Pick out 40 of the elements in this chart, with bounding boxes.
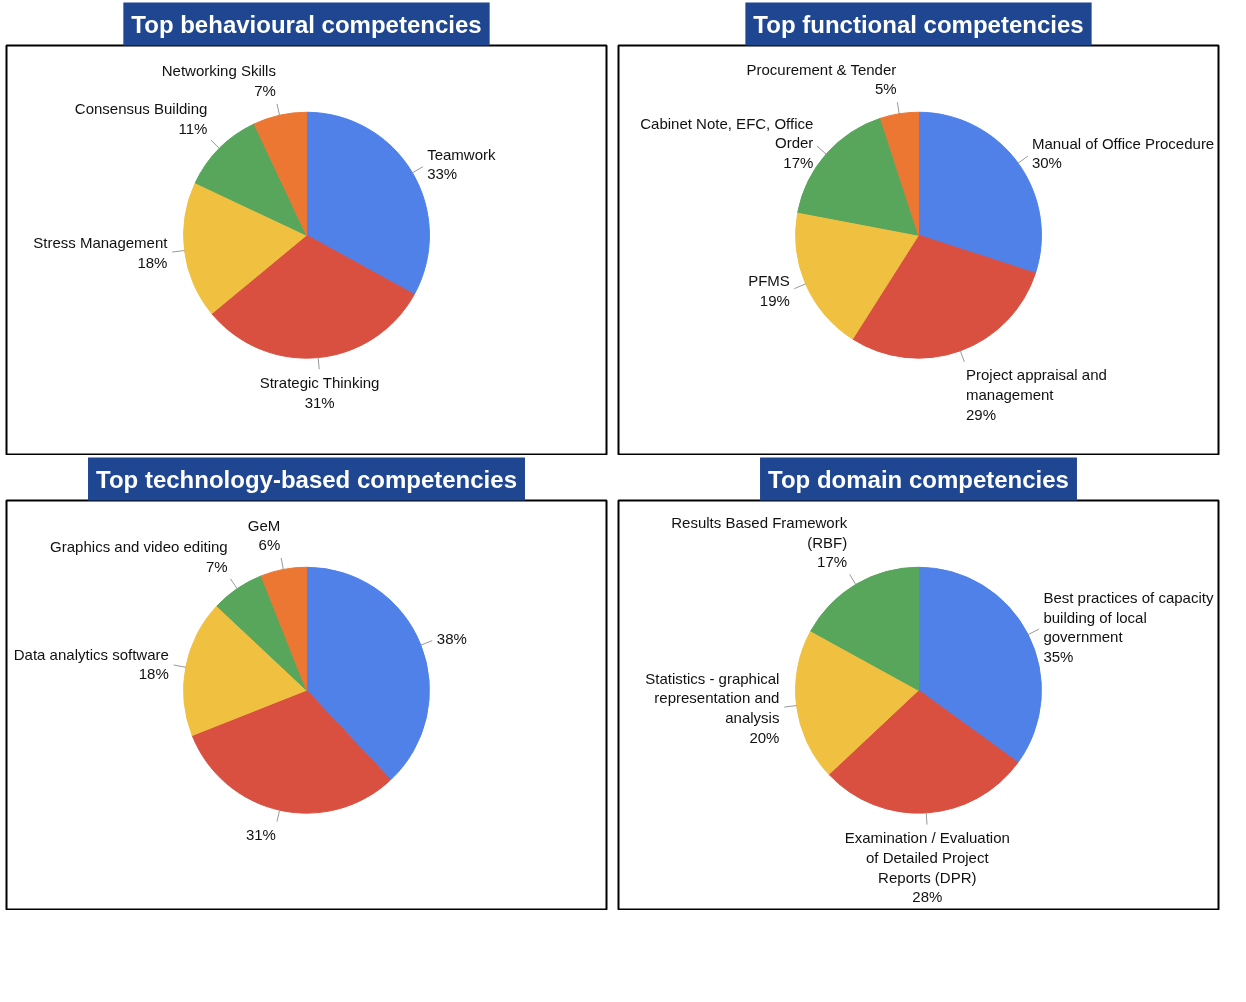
data-label: 33% <box>427 165 458 183</box>
data-label: 31% <box>245 826 276 844</box>
data-label: 19% <box>759 291 790 309</box>
chart-title: Top functional competencies <box>753 10 1084 38</box>
data-label: 30% <box>1031 154 1062 172</box>
slice-label: Project appraisal and management <box>965 366 1107 404</box>
slice-label: Strategic Thinking <box>259 374 380 392</box>
slice-label: Networking Skills <box>161 62 276 80</box>
slice-label: PFMS <box>748 272 790 290</box>
data-label: 20% <box>749 728 780 746</box>
data-label: 38% <box>436 630 467 648</box>
slice-label: Consensus Building <box>74 99 208 117</box>
slice-label: Statistics - graphical representation and analysis <box>645 669 780 726</box>
data-label: 7% <box>254 82 276 100</box>
slice-label: Results Based Framework (RBF) <box>671 514 848 551</box>
slice-label: Best practices of capacity building of local government <box>1043 589 1214 646</box>
data-label: 11% <box>178 119 208 137</box>
slice-label: Stress Management <box>33 234 169 252</box>
slice-label: Procurement & Tender <box>746 60 897 78</box>
data-label: 18% <box>137 253 168 271</box>
slice-label: GeM <box>247 516 281 534</box>
slice-label: Cabinet Note, EFC, Office Order <box>640 114 814 152</box>
data-label: 29% <box>965 405 997 423</box>
slice-label: Data analytics software <box>13 645 169 663</box>
data-label: 28% <box>912 888 943 906</box>
data-label: 6% <box>258 536 281 554</box>
data-label: 35% <box>1043 647 1074 665</box>
slice-label: Manual of Office Procedure <box>1031 134 1215 152</box>
data-label: 7% <box>206 557 228 575</box>
slice-label: Examination / Evaluation of Detailed Project Reports (DPR) <box>844 829 1010 886</box>
chart-title: Top technology-based competencies <box>96 465 517 493</box>
data-label: 31% <box>304 393 335 411</box>
chart-title: Top domain competencies <box>768 465 1069 493</box>
data-label: 18% <box>138 665 169 683</box>
slice-label: Teamwork <box>427 145 496 163</box>
data-label: 17% <box>783 153 814 171</box>
chart-title: Top behavioural competencies <box>131 10 482 38</box>
data-label: 17% <box>817 553 848 571</box>
slice-label: Graphics and video editing <box>50 538 228 556</box>
data-label: 5% <box>874 80 897 98</box>
